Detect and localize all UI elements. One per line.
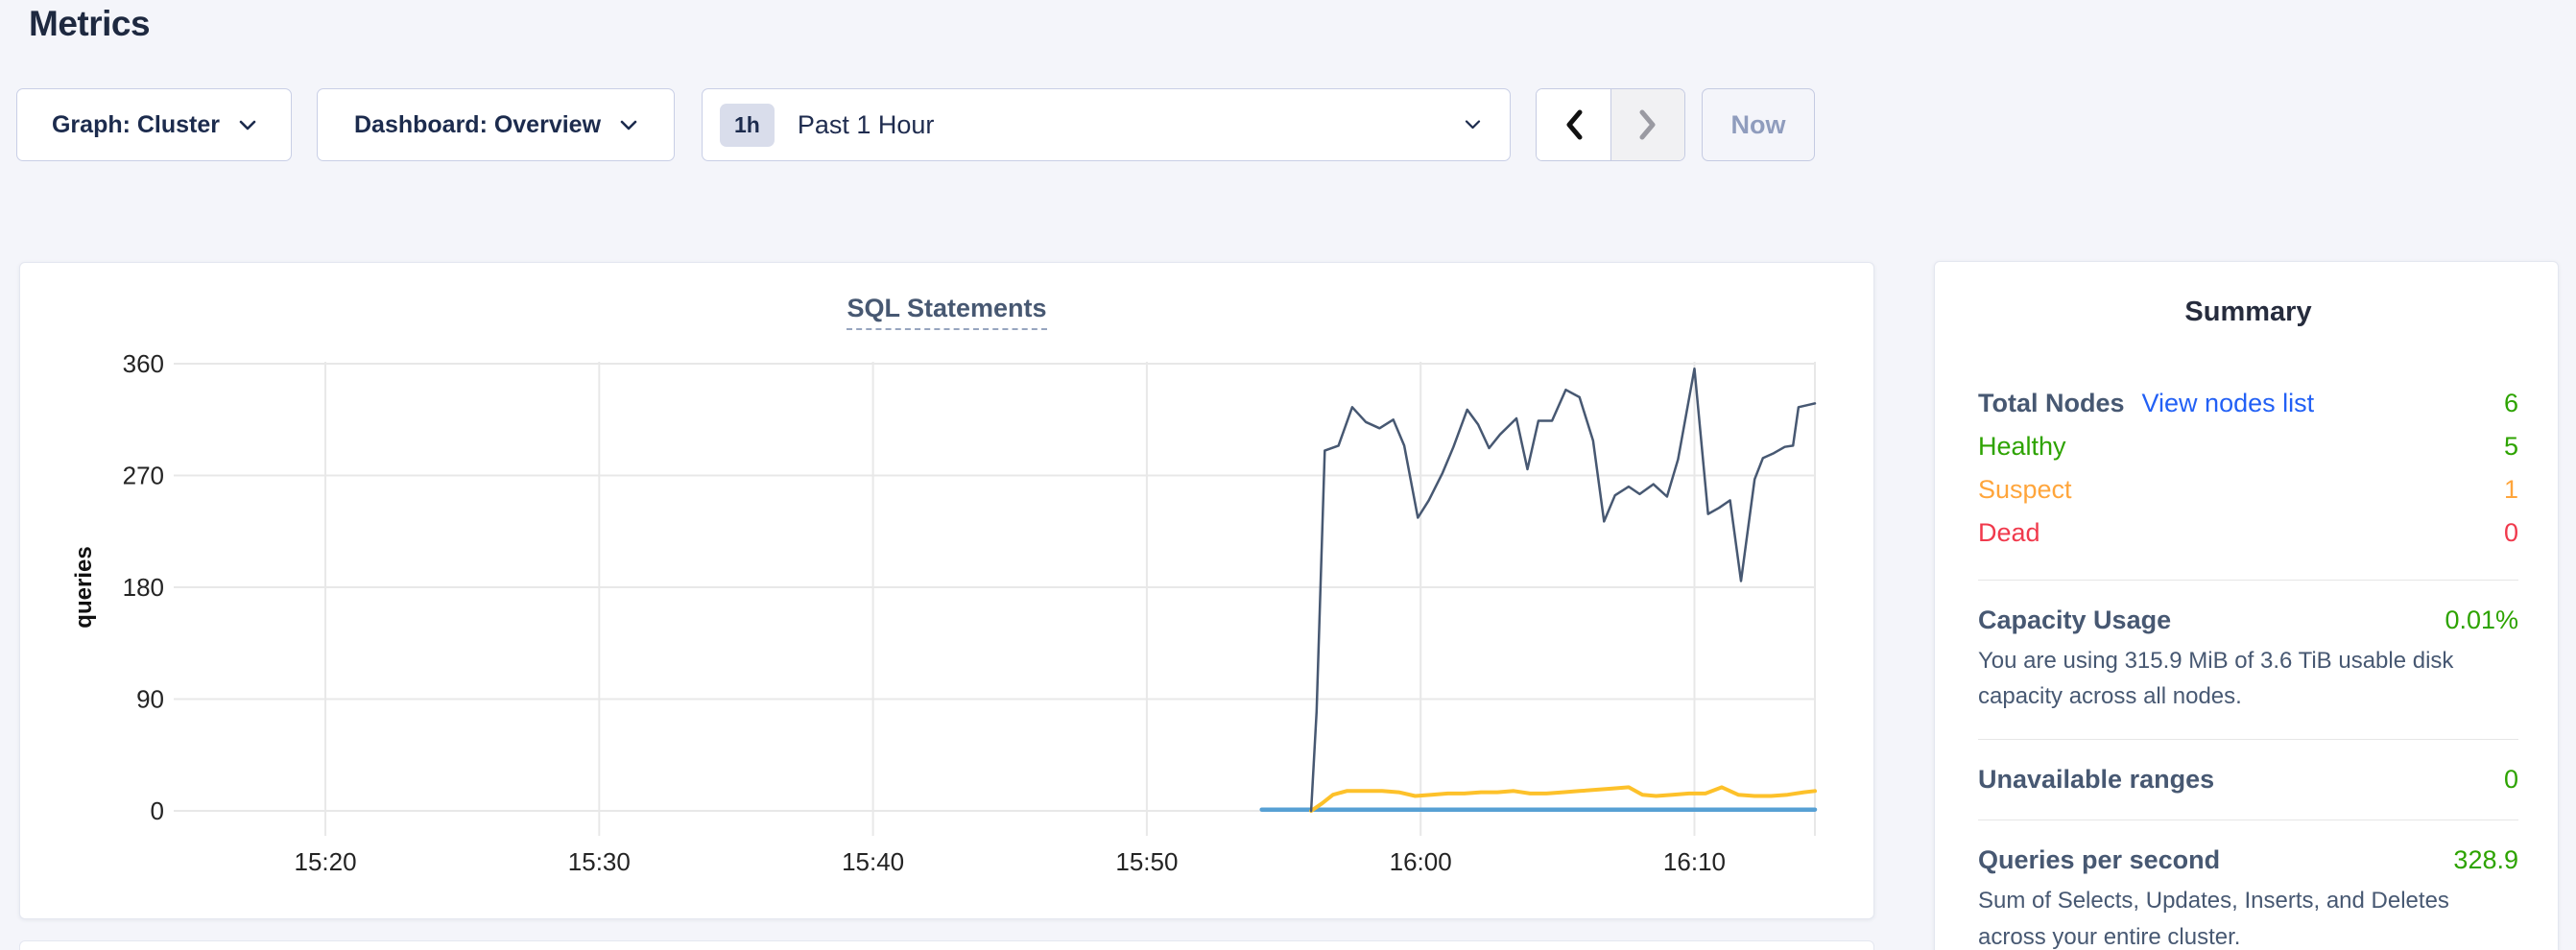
x-tick-label: 15:20 [295,847,357,876]
chart-series-2 [1309,785,1817,813]
next-time-window-button[interactable] [1610,89,1684,160]
divider [1978,580,2518,581]
y-tick-label: 270 [123,462,164,490]
chart-title[interactable]: SQL Statements [847,294,1047,330]
chart-title-wrap: SQL Statements [20,294,1873,330]
total-nodes-label: Total Nodes [1978,389,2125,417]
graph-dropdown-label: Graph: Cluster [51,110,221,138]
dead-label: Dead [1978,518,2040,547]
capacity-usage-metric: Capacity Usage 0.01% You are using 315.9… [1978,606,2518,714]
chevron-down-icon [239,120,256,130]
total-nodes-value: 6 [2503,389,2518,417]
summary-title: Summary [2184,297,2312,327]
suspect-nodes-row: Suspect 1 [1978,468,2518,511]
chevron-down-icon [620,120,637,130]
page-title: Metrics [29,4,151,43]
x-tick-label: 16:10 [1663,847,1726,876]
y-tick-label: 360 [123,349,164,378]
divider [1978,739,2518,741]
total-nodes-row: Total Nodes View nodes list 6 [1978,382,2518,425]
suspect-label: Suspect [1978,475,2072,504]
graph-dropdown[interactable]: Graph: Cluster [16,88,292,161]
now-button[interactable]: Now [1702,88,1815,161]
time-range-dropdown[interactable]: 1h Past 1 Hour [702,88,1511,161]
next-chart-card [19,940,1874,950]
queries-per-second-description: Sum of Selects, Updates, Inserts, and De… [1978,888,2449,950]
chevron-down-icon [1465,120,1481,130]
x-tick-label: 16:00 [1390,847,1452,876]
summary-panel: Summary Total Nodes View nodes list 6 He… [1934,261,2559,950]
unavailable-ranges-label: Unavailable ranges [1978,765,2215,795]
queries-per-second-label: Queries per second [1978,845,2221,875]
x-tick-label: 15:40 [842,847,904,876]
view-nodes-list-link[interactable]: View nodes list [2141,389,2315,417]
time-window-pager [1536,88,1685,161]
y-axis-label: queries [71,546,97,628]
capacity-usage-label: Capacity Usage [1978,606,2172,634]
chevron-left-icon [1566,109,1582,140]
queries-per-second-value: 328.9 [2453,845,2518,875]
healthy-value: 5 [2503,432,2518,461]
y-tick-label: 0 [151,796,164,825]
unavailable-ranges-value: 0 [2503,765,2518,795]
sql-statements-chart: 0 90 180 270 360 15:20 15:30 15:40 15:50 16:00 16:… [71,349,1818,876]
y-tick-label: 180 [123,573,164,602]
suspect-value: 1 [2503,475,2518,504]
healthy-nodes-row: Healthy 5 [1978,425,2518,468]
y-tick-label: 90 [136,685,164,714]
sql-statements-card: SQL Statements 0 90 180 270 360 15:20 15:30 15:… [19,262,1874,919]
dead-nodes-row: Dead 0 [1978,511,2518,555]
chart-series-3 [1309,367,1817,813]
queries-per-second-metric: Queries per second 328.9 Sum of Selects,… [1978,845,2518,950]
divider [1978,819,2518,821]
time-range-label: Past 1 Hour [797,109,935,139]
capacity-usage-description: You are using 315.9 MiB of 3.6 TiB usabl… [1978,648,2454,710]
dashboard-dropdown[interactable]: Dashboard: Overview [317,88,675,161]
chevron-right-icon [1639,109,1656,140]
unavailable-ranges-metric: Unavailable ranges 0 [1978,765,2518,795]
previous-time-window-button[interactable] [1537,89,1610,160]
x-tick-label: 15:50 [1115,847,1178,876]
dashboard-dropdown-label: Dashboard: Overview [353,110,602,138]
x-tick-label: 15:30 [568,847,631,876]
capacity-usage-value: 0.01% [2445,606,2518,634]
healthy-label: Healthy [1978,432,2066,461]
dead-value: 0 [2503,518,2518,547]
time-range-badge: 1h [720,103,775,147]
